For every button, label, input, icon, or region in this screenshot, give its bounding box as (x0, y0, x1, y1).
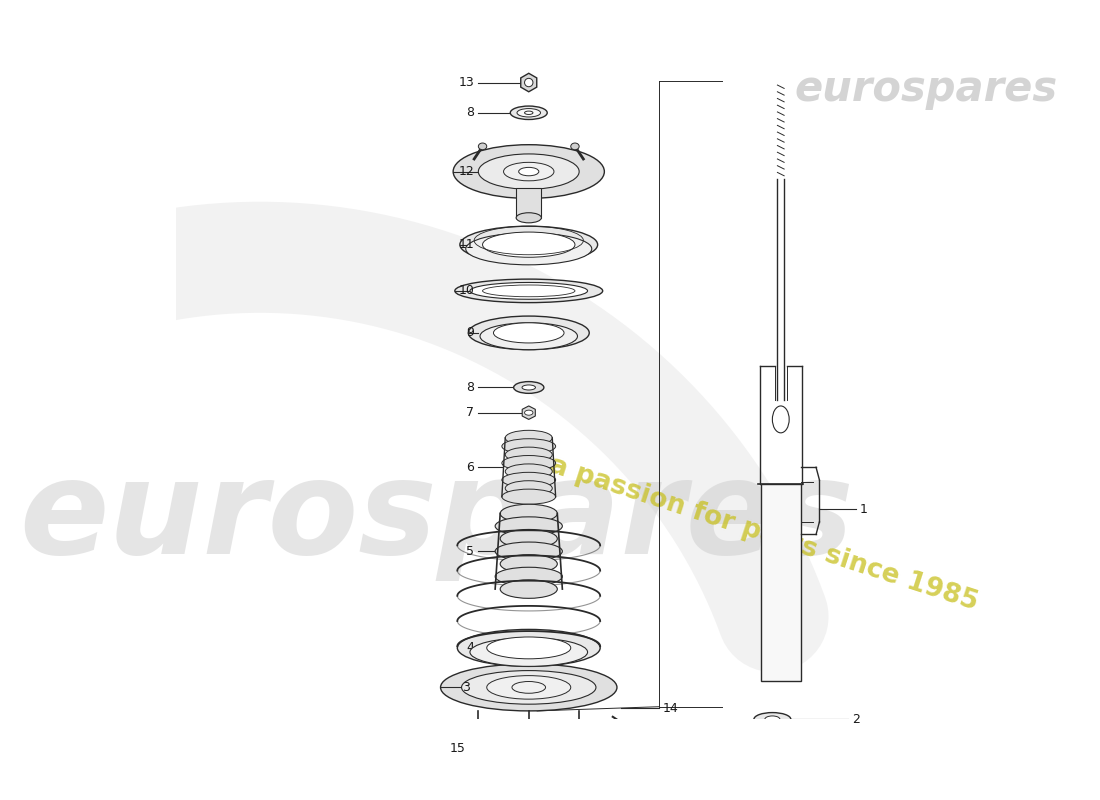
Text: 4: 4 (466, 642, 474, 654)
Text: 3: 3 (462, 681, 470, 694)
Bar (516, 188, 541, 218)
Text: 11: 11 (459, 238, 474, 251)
Ellipse shape (465, 233, 592, 265)
Ellipse shape (772, 406, 789, 433)
Ellipse shape (480, 322, 578, 350)
Ellipse shape (478, 154, 580, 190)
Ellipse shape (462, 670, 596, 704)
Ellipse shape (469, 316, 590, 350)
Ellipse shape (500, 580, 558, 598)
Text: 1: 1 (860, 502, 868, 516)
Ellipse shape (460, 226, 597, 263)
Text: 8: 8 (466, 106, 474, 119)
Text: 10: 10 (459, 284, 474, 298)
Text: eurospares: eurospares (19, 454, 854, 581)
Ellipse shape (502, 455, 556, 470)
Ellipse shape (519, 167, 539, 176)
Text: 6: 6 (466, 461, 474, 474)
Ellipse shape (516, 213, 541, 223)
Text: eurospares: eurospares (795, 68, 1058, 110)
Ellipse shape (470, 282, 587, 299)
Ellipse shape (522, 385, 536, 390)
Ellipse shape (505, 481, 552, 496)
Ellipse shape (495, 567, 562, 586)
Ellipse shape (502, 438, 556, 454)
Text: 5: 5 (466, 545, 474, 558)
Text: 7: 7 (466, 406, 474, 419)
Text: 12: 12 (459, 165, 474, 178)
Ellipse shape (453, 145, 604, 198)
Polygon shape (522, 406, 536, 419)
Ellipse shape (478, 143, 487, 150)
Ellipse shape (500, 554, 558, 573)
Ellipse shape (525, 410, 533, 415)
Text: 9: 9 (466, 326, 474, 339)
Ellipse shape (502, 472, 556, 487)
Ellipse shape (500, 530, 558, 548)
Ellipse shape (510, 106, 547, 119)
Ellipse shape (495, 517, 562, 535)
Ellipse shape (517, 109, 540, 117)
Bar (760, 484, 801, 682)
Ellipse shape (505, 464, 552, 479)
Ellipse shape (470, 638, 587, 666)
Text: 2: 2 (852, 713, 860, 726)
Text: 13: 13 (459, 76, 474, 89)
Ellipse shape (647, 738, 654, 746)
Text: 15: 15 (450, 742, 465, 755)
Ellipse shape (525, 78, 533, 86)
Text: 8: 8 (466, 381, 474, 394)
Ellipse shape (764, 716, 780, 722)
Ellipse shape (483, 232, 575, 258)
Ellipse shape (505, 430, 552, 446)
Ellipse shape (458, 630, 601, 666)
Polygon shape (520, 74, 537, 92)
Ellipse shape (487, 676, 571, 699)
Ellipse shape (754, 713, 791, 726)
Ellipse shape (525, 111, 533, 114)
Text: 14: 14 (663, 702, 679, 715)
Ellipse shape (494, 740, 505, 749)
Ellipse shape (494, 322, 564, 343)
Ellipse shape (495, 542, 562, 561)
Ellipse shape (502, 489, 556, 504)
Ellipse shape (514, 382, 543, 394)
Ellipse shape (454, 279, 603, 302)
Text: a passion for parts since 1985: a passion for parts since 1985 (547, 453, 981, 616)
Ellipse shape (487, 637, 571, 659)
Ellipse shape (505, 447, 552, 462)
Ellipse shape (500, 504, 558, 522)
Ellipse shape (440, 664, 617, 711)
Ellipse shape (504, 162, 554, 181)
Ellipse shape (571, 143, 580, 150)
